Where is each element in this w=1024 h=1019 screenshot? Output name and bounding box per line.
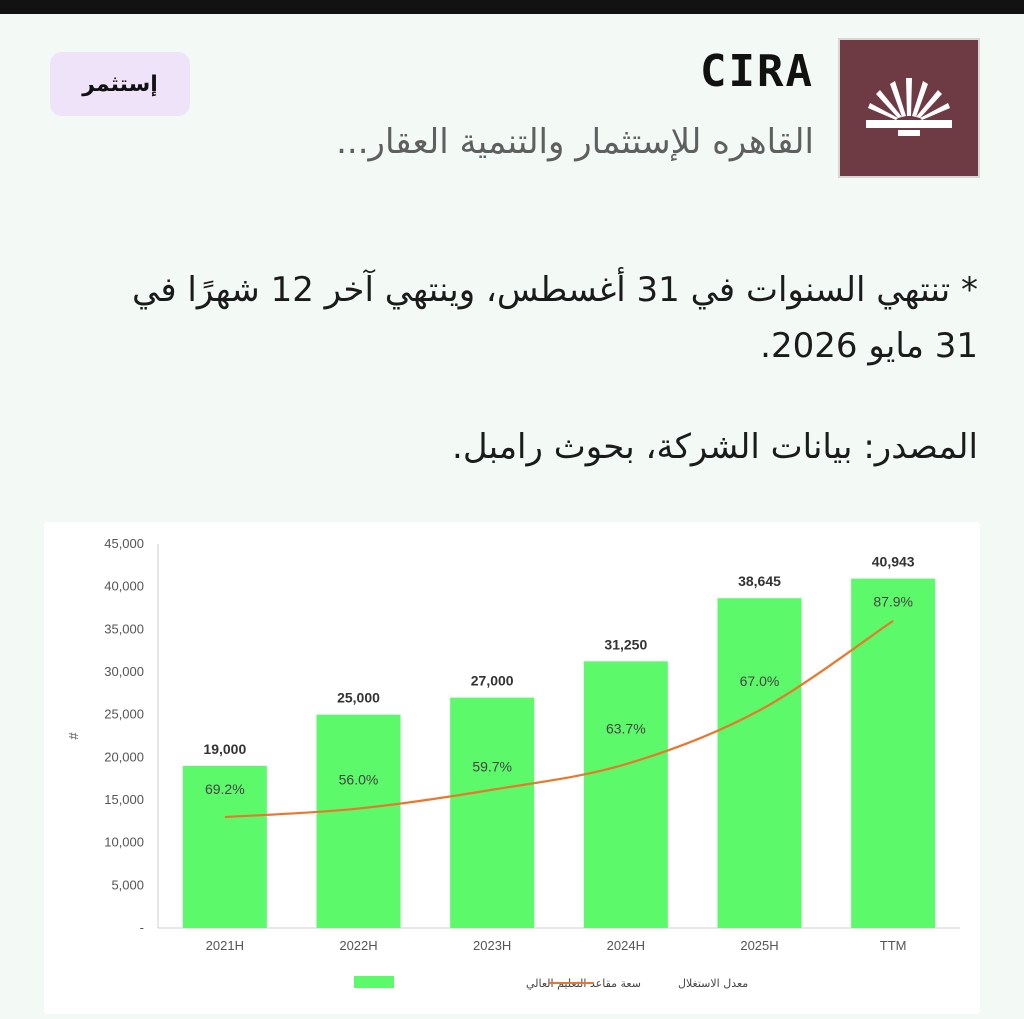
y-tick-label: 45,000 [104,536,144,551]
x-tick-label: 2024H [607,938,645,953]
bar [182,765,267,928]
legend-swatch-capacity [354,976,394,988]
utilization-line [224,619,894,819]
capacity-chart: - 5,000 10,000 15,000 20,000 25,000 30,000 35,0… [44,522,980,1014]
bar-value-label: 19,000 [203,741,246,757]
source-note: المصدر: بيانات الشركة، بحوث رامبل. [452,427,978,467]
bar-value-label: 27,000 [471,673,514,689]
x-tick-label: TTM [880,938,907,953]
bar [717,598,802,928]
bar-value-label: 31,250 [604,636,647,652]
x-tick-label: 2025H [740,938,778,953]
y-tick-label: 20,000 [104,749,144,764]
legend-label-utilization: معدل الاستغلال [678,977,748,990]
company-logo [838,38,980,178]
y-tick-label: 25,000 [104,707,144,722]
bar-value-label: 25,000 [337,690,380,706]
utilization-label: 56.0% [339,772,379,788]
utilization-label: 67.0% [740,673,780,689]
y-tick-label: 15,000 [104,792,144,807]
status-bar [0,0,1024,14]
company-name[interactable]: القاهره للإستثمار والتنمية العقار... [336,122,814,162]
y-tick-label: 30,000 [104,664,144,679]
y-tick-label: 40,000 [104,579,144,594]
fiscal-year-note: * تنتهي السنوات في 31 أغسطس، وينتهي آخر … [132,270,978,366]
y-tick-label: - [140,920,144,935]
y-tick-label: 35,000 [104,621,144,636]
x-tick-label: 2022H [339,938,377,953]
bar-value-label: 38,645 [738,573,781,589]
utilization-label: 59.7% [472,759,512,775]
bar [583,661,668,928]
sunburst-icon [866,78,952,136]
bar [450,697,535,928]
brand-name: CIRA [700,46,814,97]
x-tick-label: 2021H [206,938,244,953]
y-tick-label: 10,000 [104,835,144,850]
utilization-label: 87.9% [873,594,913,610]
utilization-label: 63.7% [606,720,646,736]
utilization-label: 69.2% [205,781,245,797]
bar [851,578,936,928]
x-tick-label: 2023H [473,938,511,953]
invest-button[interactable]: إستثمر [50,52,190,116]
y-tick-label: 5,000 [111,877,144,892]
bar [316,714,401,928]
chart-canvas: - 5,000 10,000 15,000 20,000 25,000 30,000 35,0… [66,536,960,990]
y-axis-label: # [66,732,81,740]
bar-value-label: 40,943 [872,554,915,570]
